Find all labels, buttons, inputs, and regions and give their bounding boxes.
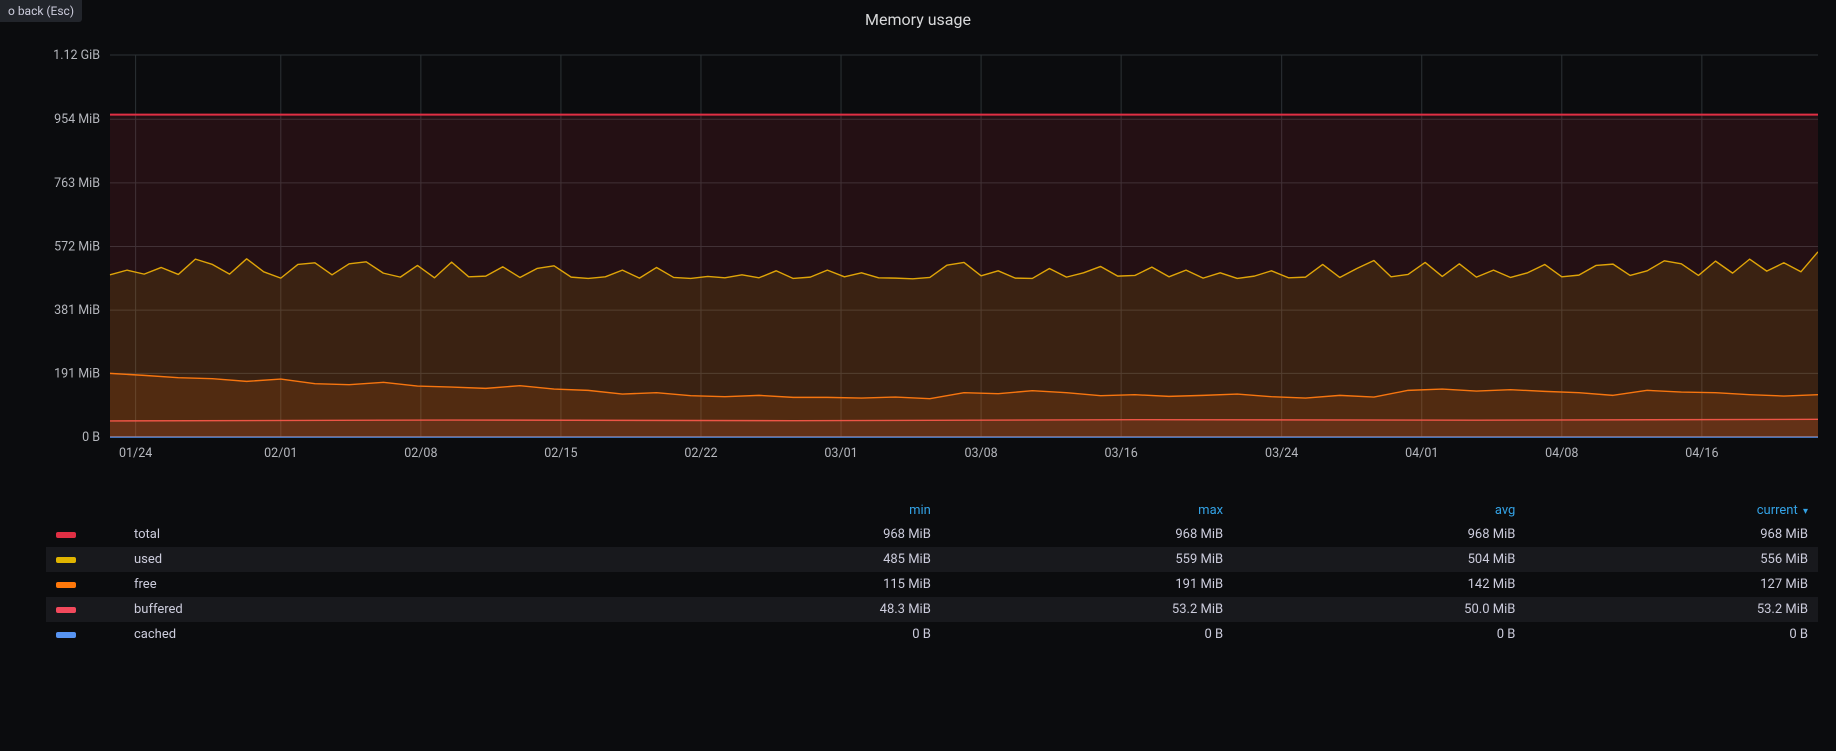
series-swatch	[56, 632, 76, 638]
svg-text:03/16: 03/16	[1105, 446, 1138, 461]
legend-header-max[interactable]: max	[941, 499, 1233, 522]
legend-current: 53.2 MiB	[1525, 597, 1818, 622]
svg-text:03/01: 03/01	[824, 446, 857, 461]
legend-current: 968 MiB	[1525, 522, 1818, 547]
legend-min: 48.3 MiB	[649, 597, 941, 622]
legend-avg: 142 MiB	[1233, 572, 1525, 597]
series-swatch	[56, 607, 76, 613]
legend-avg: 968 MiB	[1233, 522, 1525, 547]
legend-name-cell: buffered	[46, 597, 649, 622]
legend-name-cell: cached	[46, 622, 649, 647]
legend-avg: 0 B	[1233, 622, 1525, 647]
series-name: buffered	[134, 602, 183, 617]
legend-row[interactable]: free 115 MiB191 MiB142 MiB127 MiB	[46, 572, 1818, 597]
memory-usage-panel: Memory usage 0 B191 MiB381 MiB572 MiB763…	[18, 0, 1818, 733]
svg-text:381 MiB: 381 MiB	[54, 303, 100, 318]
series-name: free	[134, 577, 157, 592]
legend-name-cell: total	[46, 522, 649, 547]
svg-text:04/01: 04/01	[1405, 446, 1438, 461]
svg-text:03/08: 03/08	[964, 446, 997, 461]
legend-avg: 50.0 MiB	[1233, 597, 1525, 622]
legend-row[interactable]: used 485 MiB559 MiB504 MiB556 MiB	[46, 547, 1818, 572]
legend-current: 556 MiB	[1525, 547, 1818, 572]
legend-min: 485 MiB	[649, 547, 941, 572]
series-name: used	[134, 552, 162, 567]
legend-avg: 504 MiB	[1233, 547, 1525, 572]
svg-text:954 MiB: 954 MiB	[54, 112, 100, 127]
memory-usage-chart[interactable]: 0 B 191 MiB 381 MiB 572 MiB 763 MiB 954 MiB 1.…	[18, 37, 1818, 487]
svg-text:02/15: 02/15	[544, 446, 577, 461]
back-button[interactable]: o back (Esc)	[0, 0, 82, 22]
legend-header-min[interactable]: min	[649, 499, 941, 522]
svg-text:1.12 GiB: 1.12 GiB	[53, 48, 100, 63]
legend-min: 115 MiB	[649, 572, 941, 597]
series-name: cached	[134, 627, 176, 642]
svg-text:01/24: 01/24	[119, 446, 152, 461]
legend-max: 191 MiB	[941, 572, 1233, 597]
series-name: total	[134, 527, 160, 542]
legend-max: 968 MiB	[941, 522, 1233, 547]
legend-max: 0 B	[941, 622, 1233, 647]
panel-title: Memory usage	[18, 0, 1818, 37]
back-button-label: o back (Esc)	[8, 4, 74, 18]
legend-table: min max avg current ▾ total968 MiB968 Mi…	[46, 499, 1818, 647]
legend-current: 0 B	[1525, 622, 1818, 647]
svg-text:191 MiB: 191 MiB	[54, 366, 100, 381]
legend-header-avg[interactable]: avg	[1233, 499, 1525, 522]
svg-text:03/24: 03/24	[1265, 446, 1298, 461]
legend-row[interactable]: total968 MiB968 MiB968 MiB968 MiB	[46, 522, 1818, 547]
legend-min: 0 B	[649, 622, 941, 647]
legend-header-current[interactable]: current ▾	[1525, 499, 1818, 522]
svg-text:02/22: 02/22	[684, 446, 717, 461]
legend-header-current-label: current	[1757, 503, 1798, 518]
legend-name-cell: free	[46, 572, 649, 597]
series-swatch	[56, 557, 76, 563]
series-swatch	[56, 582, 76, 588]
legend-header-name[interactable]	[46, 499, 649, 522]
legend-name-cell: used	[46, 547, 649, 572]
legend-current: 127 MiB	[1525, 572, 1818, 597]
svg-text:02/01: 02/01	[264, 446, 297, 461]
legend-max: 559 MiB	[941, 547, 1233, 572]
series-swatch	[56, 532, 76, 538]
chevron-down-icon: ▾	[1803, 506, 1808, 517]
svg-text:763 MiB: 763 MiB	[54, 176, 100, 191]
svg-text:04/16: 04/16	[1685, 446, 1718, 461]
svg-text:04/08: 04/08	[1545, 446, 1578, 461]
legend-row[interactable]: cached0 B0 B0 B0 B	[46, 622, 1818, 647]
svg-text:02/08: 02/08	[404, 446, 437, 461]
legend-min: 968 MiB	[649, 522, 941, 547]
legend-max: 53.2 MiB	[941, 597, 1233, 622]
svg-text:0 B: 0 B	[82, 430, 100, 445]
svg-text:572 MiB: 572 MiB	[54, 239, 100, 254]
legend-row[interactable]: buffered48.3 MiB53.2 MiB50.0 MiB53.2 MiB	[46, 597, 1818, 622]
